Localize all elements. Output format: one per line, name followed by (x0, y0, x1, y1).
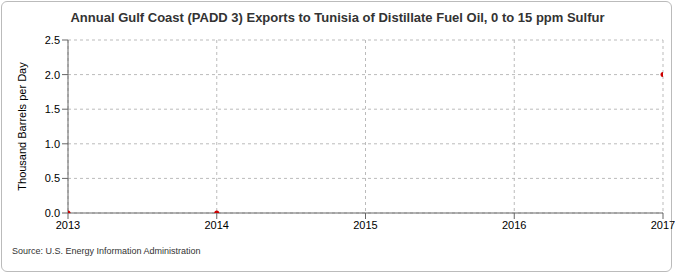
html-text:Annual Gulf Coast (PADD 3) Exp: Annual Gulf Coast (PADD 3) Exports to Tu… (70, 10, 605, 25)
svg-text:2017: 2017 (651, 219, 667, 231)
svg-text:2016: 2016 (502, 219, 526, 231)
svg-text:2013: 2013 (56, 219, 80, 231)
svg-text:2015: 2015 (353, 219, 377, 231)
svg-text:0.0: 0.0 (45, 207, 60, 219)
html-text:Source: U.S. Energy Informatio: Source: U.S. Energy Information Administ… (12, 246, 201, 256)
svg-text:1.5: 1.5 (45, 103, 60, 115)
svg-text:2.0: 2.0 (45, 69, 60, 81)
svg-text:2014: 2014 (205, 219, 229, 231)
svg-text:Thousand Barrels per Day: Thousand Barrels per Day (16, 62, 28, 191)
svg-text:0.5: 0.5 (45, 172, 60, 184)
svg-text:2.5: 2.5 (45, 34, 60, 46)
svg-text:1.0: 1.0 (45, 138, 60, 150)
